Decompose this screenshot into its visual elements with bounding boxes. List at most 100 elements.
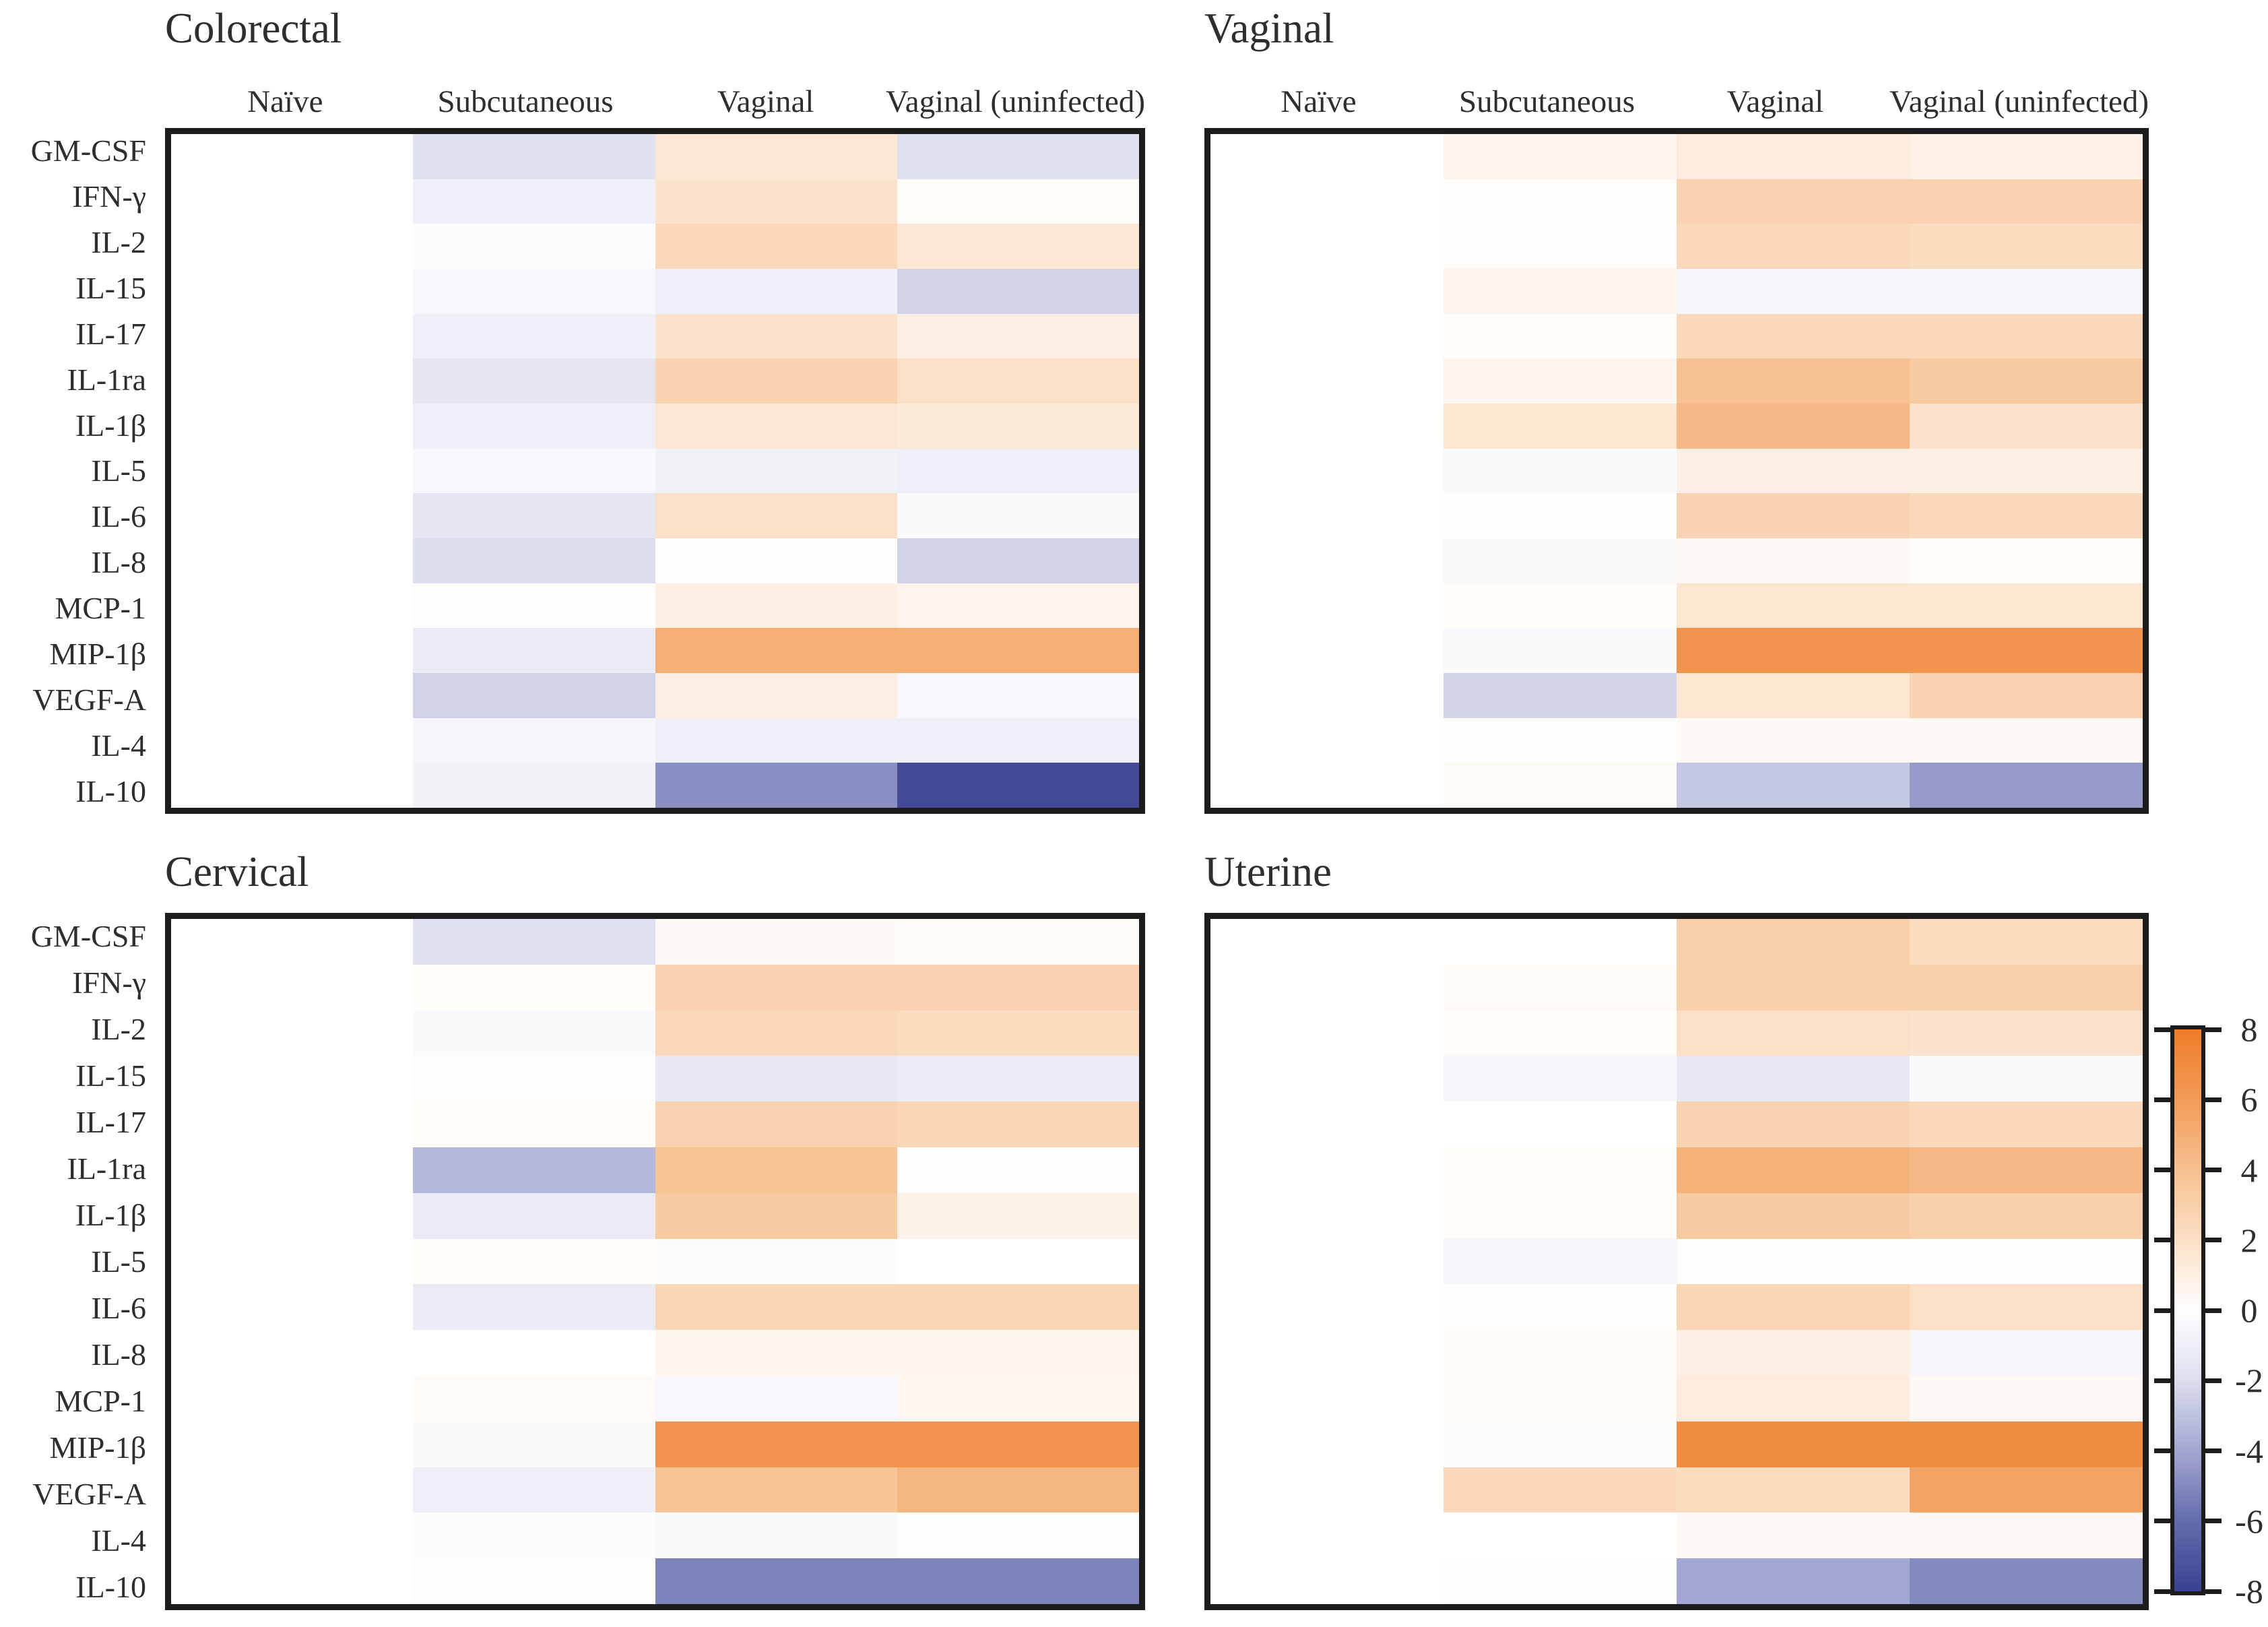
colorbar-tick — [2154, 1589, 2170, 1594]
heatmap-cell — [655, 964, 897, 1011]
heatmap-cell — [171, 268, 414, 314]
heatmap-cell — [171, 1558, 414, 1604]
heatmap-cell — [655, 763, 897, 808]
heatmap-cell — [413, 1238, 655, 1285]
heatmap-cell — [413, 1192, 655, 1239]
heatmap-cell — [897, 717, 1139, 763]
heatmap-cell — [413, 672, 655, 718]
heatmap-cell — [1910, 313, 2143, 359]
heatmap-cell — [1210, 403, 1444, 449]
heatmap-cell — [1210, 268, 1444, 314]
heatmap-cell — [171, 919, 414, 965]
heatmap-cell — [655, 1056, 897, 1102]
heatmap-cell — [1210, 134, 1444, 179]
heatmap-cell — [1210, 1421, 1444, 1467]
colorbar-tick — [2154, 1238, 2170, 1243]
heatmap-cell — [655, 672, 897, 718]
row-label: IL-1β — [75, 408, 146, 443]
row-label: IL-8 — [91, 1337, 146, 1372]
row-label: IL-10 — [75, 773, 146, 808]
heatmap-cell — [1444, 1238, 1677, 1285]
colorbar-tick — [2205, 1519, 2222, 1524]
colorbar-tick — [2154, 1027, 2170, 1032]
heatmap-cell — [655, 224, 897, 269]
heatmap-cell — [897, 358, 1139, 404]
heatmap-cell — [1444, 1330, 1677, 1376]
colorbar-tick — [2205, 1238, 2222, 1243]
heatmap-cell — [413, 717, 655, 763]
heatmap-cell — [1444, 358, 1677, 404]
row-label: IL-1ra — [67, 362, 146, 397]
heatmap-cell — [413, 1421, 655, 1467]
heatmap-cell — [1677, 1558, 1910, 1604]
heatmap-cell — [897, 493, 1139, 538]
heatmap-cell — [1210, 1376, 1444, 1422]
row-label: IL-4 — [91, 1523, 146, 1558]
heatmap-cell — [1444, 538, 1677, 583]
heatmap-cell — [1677, 1102, 1910, 1147]
heatmap-cell — [1910, 628, 2143, 673]
row-label: IL-15 — [75, 1058, 146, 1093]
heatmap-cell — [655, 1284, 897, 1331]
colorbar-tick — [2205, 1097, 2222, 1102]
colorbar-tick-label: 6 — [2240, 1081, 2258, 1119]
heatmap-cell — [1910, 964, 2143, 1011]
heatmap-cell — [1677, 717, 1910, 763]
row-label: IL-1β — [75, 1198, 146, 1232]
heatmap-cell — [655, 1512, 897, 1559]
heatmap-cell — [171, 1010, 414, 1056]
colorbar-gradient — [2170, 1025, 2205, 1595]
heatmap-cell — [1910, 268, 2143, 314]
heatmap-cell — [1910, 717, 2143, 763]
heatmap-cell — [1677, 919, 1910, 965]
heatmap-colorectal — [165, 128, 1145, 814]
heatmap-cell — [413, 964, 655, 1011]
heatmap-cell — [897, 1010, 1139, 1056]
row-label: IL-5 — [91, 1244, 146, 1279]
colorbar-tick-label: 0 — [2240, 1291, 2258, 1329]
row-labels-top: GM-CSF IFN-γ IL-2 IL-15 IL-17 IL-1ra IL-1β IL-5… — [0, 128, 156, 814]
row-label: IL-8 — [91, 545, 146, 580]
heatmap-cell — [413, 583, 655, 629]
heatmap-cell — [413, 134, 655, 179]
row-label: IL-6 — [91, 1291, 146, 1325]
heatmap-cell — [897, 1421, 1139, 1467]
row-label: MIP-1β — [49, 636, 146, 671]
heatmap-cell — [1910, 1284, 2143, 1331]
heatmap-cell — [1910, 919, 2143, 965]
heatmap-cell — [413, 1102, 655, 1147]
heatmap-cell — [1210, 1147, 1444, 1193]
heatmap-cell — [1677, 268, 1910, 314]
heatmap-cell — [171, 448, 414, 494]
heatmap-cell — [171, 1467, 414, 1513]
heatmap-cell — [897, 919, 1139, 965]
heatmap-cell — [1444, 1512, 1677, 1559]
heatmap-cell — [1677, 179, 1910, 224]
heatmap-cell — [1444, 224, 1677, 269]
heatmap-cell — [1444, 1421, 1677, 1467]
heatmap-cell — [171, 672, 414, 718]
heatmap-cell — [1910, 1376, 2143, 1422]
heatmap-cell — [897, 1467, 1139, 1513]
heatmap-cell — [1677, 313, 1910, 359]
column-header: Naïve — [247, 84, 323, 119]
heatmap-cell — [1210, 448, 1444, 494]
heatmap-cell — [1210, 628, 1444, 673]
heatmap-cell — [1910, 1558, 2143, 1604]
heatmap-cell — [655, 1376, 897, 1422]
row-labels-bottom: GM-CSF IFN-γ IL-2 IL-15 IL-17 IL-1ra IL-1β IL-5… — [0, 913, 156, 1610]
heatmap-cell — [655, 717, 897, 763]
heatmap-cell — [1910, 1010, 2143, 1056]
row-label: IFN-γ — [72, 179, 146, 214]
heatmap-cell — [171, 964, 414, 1011]
heatmap-cell — [1677, 1010, 1910, 1056]
heatmap-cell — [171, 224, 414, 269]
column-header: Subcutaneous — [1458, 84, 1635, 119]
heatmap-cell — [897, 672, 1139, 718]
heatmap-cell — [897, 763, 1139, 808]
heatmap-cell — [1444, 919, 1677, 965]
heatmap-cell — [1210, 583, 1444, 629]
heatmap-cell — [1677, 1512, 1910, 1559]
row-label: GM-CSF — [30, 133, 146, 168]
